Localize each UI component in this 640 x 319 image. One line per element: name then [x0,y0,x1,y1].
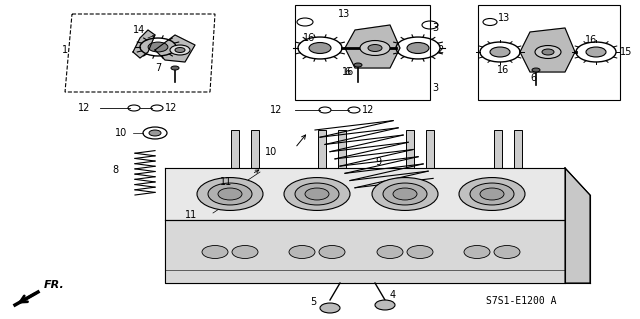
Text: 16: 16 [497,65,509,75]
Text: 11: 11 [185,210,197,220]
Circle shape [197,178,263,211]
Text: 12: 12 [362,105,374,115]
Circle shape [148,42,168,52]
Circle shape [480,188,504,200]
Circle shape [586,47,606,57]
Circle shape [208,183,252,205]
Text: 11: 11 [220,177,232,187]
Text: 6: 6 [344,67,350,77]
Text: 3: 3 [432,23,438,33]
Text: 15: 15 [620,47,632,57]
Text: 10: 10 [115,128,127,138]
Text: S7S1-E1200 A: S7S1-E1200 A [486,296,557,306]
Text: 6: 6 [530,73,536,83]
Text: 12: 12 [165,103,177,113]
Bar [478,5,620,100]
Text: 9: 9 [375,157,381,167]
Circle shape [175,48,185,53]
Circle shape [470,183,514,205]
Text: 12: 12 [78,103,90,113]
Circle shape [320,303,340,313]
Circle shape [407,246,433,258]
Bar [295,5,430,100]
Text: 3: 3 [432,83,438,93]
Circle shape [464,246,490,258]
Text: 1: 1 [62,45,68,55]
Circle shape [535,46,561,58]
Circle shape [319,246,345,258]
Circle shape [383,183,427,205]
Text: 8: 8 [112,165,118,175]
Circle shape [232,246,258,258]
Bar [231,130,239,168]
Circle shape [377,246,403,258]
Bar [494,130,502,168]
Polygon shape [520,28,575,72]
Polygon shape [133,30,155,58]
Text: 12: 12 [270,105,282,115]
Text: 16: 16 [303,33,316,43]
Circle shape [171,66,179,70]
Text: 13: 13 [338,9,350,19]
Circle shape [459,178,525,211]
Text: 5: 5 [310,297,316,307]
Polygon shape [345,25,400,68]
Circle shape [542,49,554,55]
Circle shape [202,246,228,258]
Circle shape [149,130,161,136]
Bar [406,130,414,168]
Polygon shape [165,168,565,220]
Circle shape [532,68,540,72]
Text: 2: 2 [437,45,444,55]
Text: 14: 14 [133,25,145,35]
Text: 16: 16 [585,35,597,45]
Bar [514,130,522,168]
Polygon shape [565,168,590,283]
Circle shape [309,42,331,54]
Circle shape [368,45,382,51]
Bar [426,130,434,168]
Text: 4: 4 [390,290,396,300]
Text: 7: 7 [155,63,161,73]
Circle shape [289,246,315,258]
Polygon shape [155,35,195,62]
Circle shape [490,47,510,57]
Circle shape [407,42,429,54]
Circle shape [375,300,395,310]
Text: 10: 10 [265,147,277,157]
Circle shape [284,178,350,211]
Circle shape [295,183,339,205]
Text: 13: 13 [498,13,510,23]
Circle shape [360,41,390,56]
Text: 16: 16 [342,67,355,77]
Circle shape [170,45,190,55]
Text: FR.: FR. [44,280,65,290]
Circle shape [372,178,438,211]
Circle shape [305,188,329,200]
Circle shape [494,246,520,258]
Circle shape [218,188,242,200]
Bar [318,130,326,168]
Polygon shape [165,220,565,283]
Bar [338,130,346,168]
Bar [251,130,259,168]
Circle shape [354,63,362,67]
Circle shape [393,188,417,200]
